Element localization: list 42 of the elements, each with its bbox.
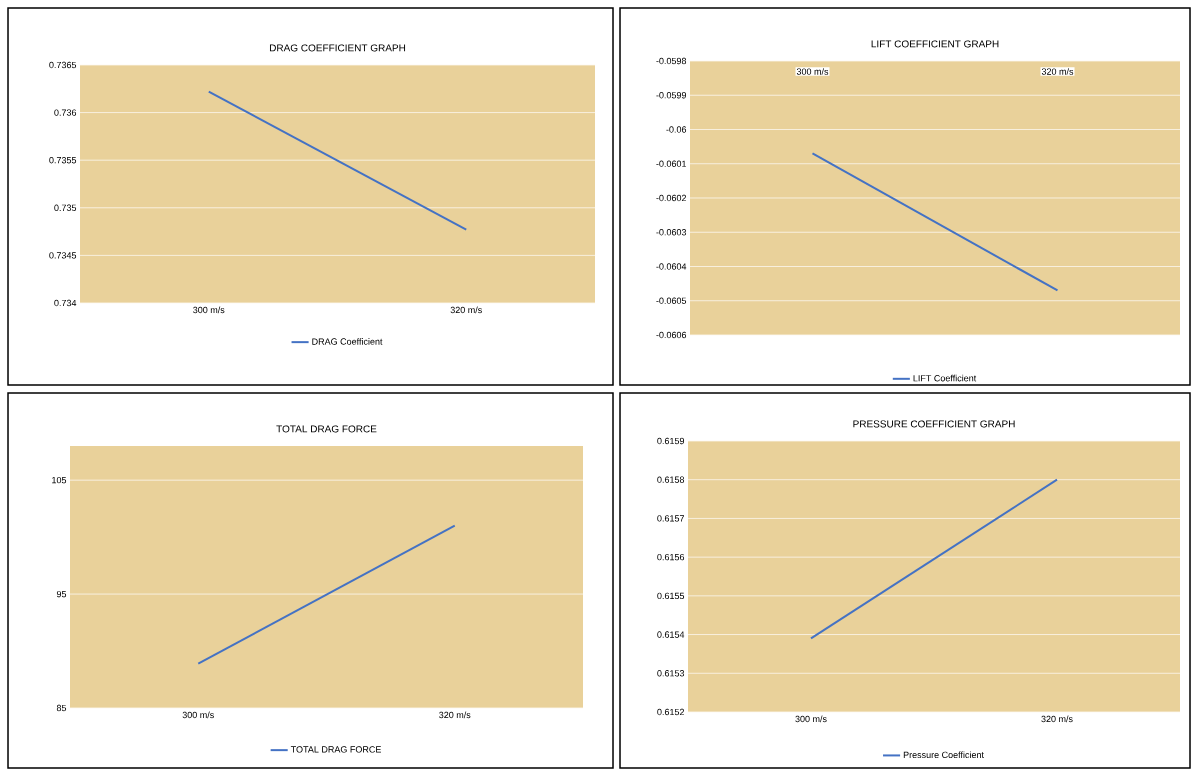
y-tick-label: -0.0604 [656, 263, 687, 270]
legend-label: Pressure Coefficient [903, 751, 984, 759]
x-tick-label: 300 m/s [182, 711, 214, 719]
y-tick-label: -0.0605 [656, 297, 687, 304]
x-tick-label: 320 m/s [439, 711, 471, 719]
chart-title: PRESSURE COEFFICIENT GRAPH [853, 420, 1015, 428]
x-tick-label: 320 m/s [450, 306, 482, 314]
y-tick-label: 0.7355 [49, 157, 77, 164]
chart-title: TOTAL DRAG FORCE [276, 425, 377, 433]
y-tick-label: 0.7365 [49, 61, 77, 69]
y-tick-label: 0.6153 [657, 670, 685, 677]
x-tick-label: 320 m/s [1041, 715, 1073, 723]
y-tick-label: 0.736 [54, 109, 77, 116]
x-tick-label: 320 m/s [1041, 68, 1074, 75]
y-tick-label: 95 [56, 590, 67, 598]
x-tick-label: 300 m/s [193, 306, 225, 314]
y-tick-label: 85 [56, 704, 67, 712]
y-tick-label: 0.6154 [657, 631, 685, 638]
legend-label: DRAG Coefficient [312, 338, 383, 345]
legend-label: TOTAL DRAG FORCE [290, 746, 381, 753]
y-tick-label: 0.7345 [49, 252, 77, 259]
y-tick-label: 0.6156 [657, 553, 685, 561]
y-tick-label: 0.6157 [657, 515, 685, 522]
y-tick-label: 0.734 [54, 299, 77, 307]
y-tick-label: 0.6152 [657, 708, 685, 716]
chart-title: DRAG COEFFICIENT GRAPH [269, 44, 406, 52]
x-tick-label: 300 m/s [795, 715, 827, 723]
chart-title: LIFT COEFFICIENT GRAPH [871, 40, 999, 48]
y-tick-label: 105 [52, 476, 67, 484]
y-tick-label: -0.0603 [656, 229, 687, 236]
x-tick-label: 300 m/s [796, 68, 829, 75]
y-tick-label: -0.0606 [656, 331, 687, 339]
y-tick-label: -0.0602 [656, 194, 687, 202]
y-tick-label: -0.0598 [656, 57, 687, 65]
legend-label: LIFT Coefficient [913, 374, 977, 382]
y-tick-label: -0.0599 [656, 92, 687, 99]
y-tick-label: 0.6155 [657, 592, 685, 600]
y-tick-label: 0.735 [54, 204, 77, 211]
y-tick-label: 0.6159 [657, 437, 685, 445]
y-tick-label: -0.0601 [656, 160, 687, 167]
y-tick-label: -0.06 [666, 126, 687, 133]
y-tick-label: 0.6158 [657, 476, 685, 483]
